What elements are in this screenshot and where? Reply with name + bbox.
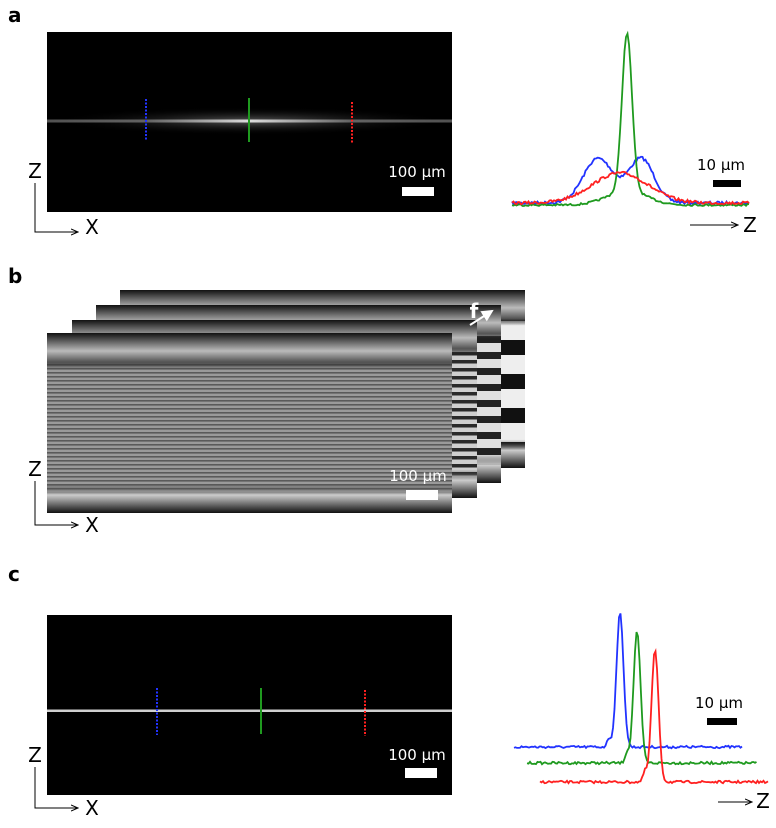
image-stack (47, 290, 525, 513)
axis-label: Z (28, 159, 42, 183)
scale-label: 10 µm (697, 156, 745, 174)
profile-curve (511, 30, 750, 208)
image-shade (47, 333, 452, 513)
axis-label: Z (28, 743, 42, 767)
axis-label: X (85, 796, 99, 820)
panel-label: c (8, 562, 20, 586)
axis-arrow (34, 183, 78, 232)
profile-plot (511, 30, 750, 208)
frequency-arrow (469, 309, 494, 326)
scale-bar (406, 490, 438, 500)
profile-curve (526, 631, 757, 766)
profile-curve (513, 613, 743, 750)
axis-label: Z (756, 789, 770, 813)
scale-bar (713, 180, 741, 187)
profile-plot (513, 613, 769, 785)
axis-arrow (34, 767, 78, 808)
panel-label: a (8, 3, 22, 27)
stack-label: f (470, 299, 479, 323)
scale-bar (707, 718, 737, 725)
profile-curve (539, 648, 769, 785)
axis-label: X (85, 513, 99, 537)
scale-bar (402, 187, 434, 196)
scale-label: 100 µm (389, 467, 447, 485)
axis-label: Z (28, 457, 42, 481)
axis-label: X (85, 215, 99, 239)
scale-bar (405, 768, 437, 778)
axis-label: Z (743, 213, 757, 237)
profile-curve (511, 170, 750, 206)
scale-label: 100 µm (388, 746, 446, 764)
panel-label: b (8, 264, 22, 288)
image (47, 615, 452, 795)
scale-label: 100 µm (388, 163, 446, 181)
beam (47, 709, 452, 712)
scale-label: 10 µm (695, 694, 743, 712)
axis-arrow (34, 481, 78, 525)
